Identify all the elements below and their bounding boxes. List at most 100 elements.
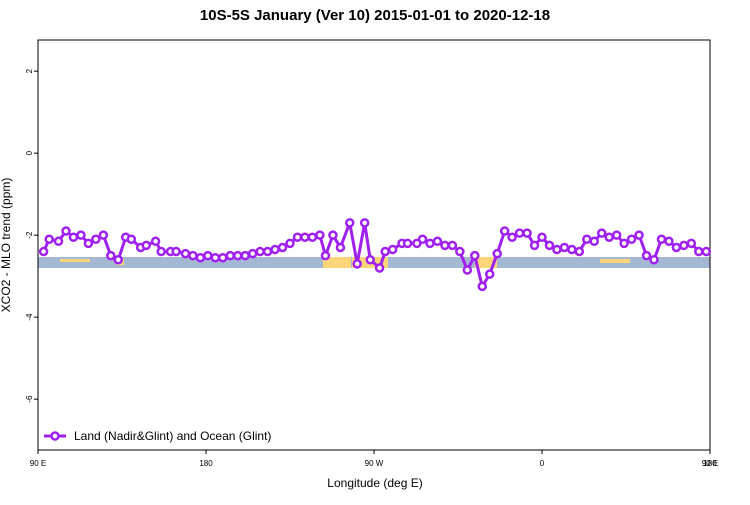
data-point [596,228,607,238]
y-tick-label: 2 [25,68,34,73]
data-point [126,234,137,245]
x-tick-label: 90 E [30,459,46,468]
data-point [641,250,652,261]
data-point [440,240,450,251]
data-point [98,230,109,240]
x-axis-label: Longitude (deg E) [327,476,422,490]
data-point [352,259,362,269]
data-point [344,218,355,228]
data-point [247,248,258,259]
y-tick-label: -6 [25,395,34,403]
data-point [574,246,585,257]
data-point [544,240,555,251]
data-point [307,232,318,242]
data-point [277,242,288,253]
data-point [432,236,443,247]
data-point [374,263,385,273]
data-point [328,230,338,240]
data-point [619,238,629,249]
data-point [76,230,86,240]
data-point [656,234,667,245]
data-point [218,252,228,263]
data-point [537,232,547,242]
data-point [462,265,473,275]
data-point [232,250,243,261]
data-point [589,236,600,247]
data-point [507,232,517,242]
data-point [91,234,101,245]
data-point [522,228,532,238]
data-point [285,238,295,249]
data-point [701,246,712,257]
data-point [300,232,310,242]
data-point [380,246,390,257]
data-point [320,250,331,261]
data-point [425,238,435,249]
data-point [113,255,124,265]
data-point [649,255,659,265]
data-point [671,242,682,253]
data-point [634,230,644,240]
y-tick-label: -4 [25,313,34,321]
y-axis-label: XCO2 - MLO trend (ppm) [0,178,13,313]
data-point [559,242,570,253]
data-point [604,232,614,242]
data-point [686,238,697,249]
chart-title: 10S-5S January (Ver 10) 2015-01-01 to 20… [200,7,550,24]
data-point [492,248,502,259]
x-tick-label: 180 [703,459,717,468]
data-point [359,218,370,228]
data-point [83,238,94,249]
data-point [262,246,273,257]
legend: Land (Nadir&Glint) and Ocean (Glint) [44,429,271,443]
x-tick-label: 90 E [702,459,718,468]
data-point [335,242,346,253]
data-point [61,226,71,236]
y-tick-label: 0 [25,150,34,155]
data-point [106,250,116,261]
data-point [529,240,540,251]
data-point [484,269,495,279]
data-point [552,244,562,255]
data-point [210,252,221,263]
data-point [38,246,49,257]
data-point [141,240,152,251]
data-point [225,250,236,261]
data-point [477,281,488,292]
data-point [44,234,54,245]
data-point [150,236,161,247]
data-point [417,234,428,245]
data-point [53,236,64,247]
data-point [203,250,213,261]
data-point [455,246,465,257]
data-point [402,238,413,249]
data-point [664,236,674,247]
data-point [156,246,166,257]
series-line [42,217,707,291]
data-point [180,248,191,259]
data-point [470,250,480,261]
data-point [188,250,198,261]
data-point [499,226,510,236]
data-point [679,240,689,251]
y-tick-label: -2 [25,231,34,239]
legend-label: Land (Nadir&Glint) and Ocean (Glint) [74,429,271,443]
legend-marker [50,431,60,441]
data-point [514,228,525,238]
x-tick-label: 0 [540,459,545,468]
data-point [626,234,637,245]
data-point [270,244,280,255]
x-tick-label: 180 [199,459,213,468]
data-point [292,232,303,242]
data-point [315,230,325,240]
data-point [255,246,265,257]
data-point [171,246,181,257]
data-point [365,255,376,265]
data-point [387,244,398,255]
x-tick-label: 90 W [365,459,384,468]
data-point [694,246,704,257]
data-point [240,250,250,261]
data-point [195,252,206,263]
data-point [611,230,622,240]
